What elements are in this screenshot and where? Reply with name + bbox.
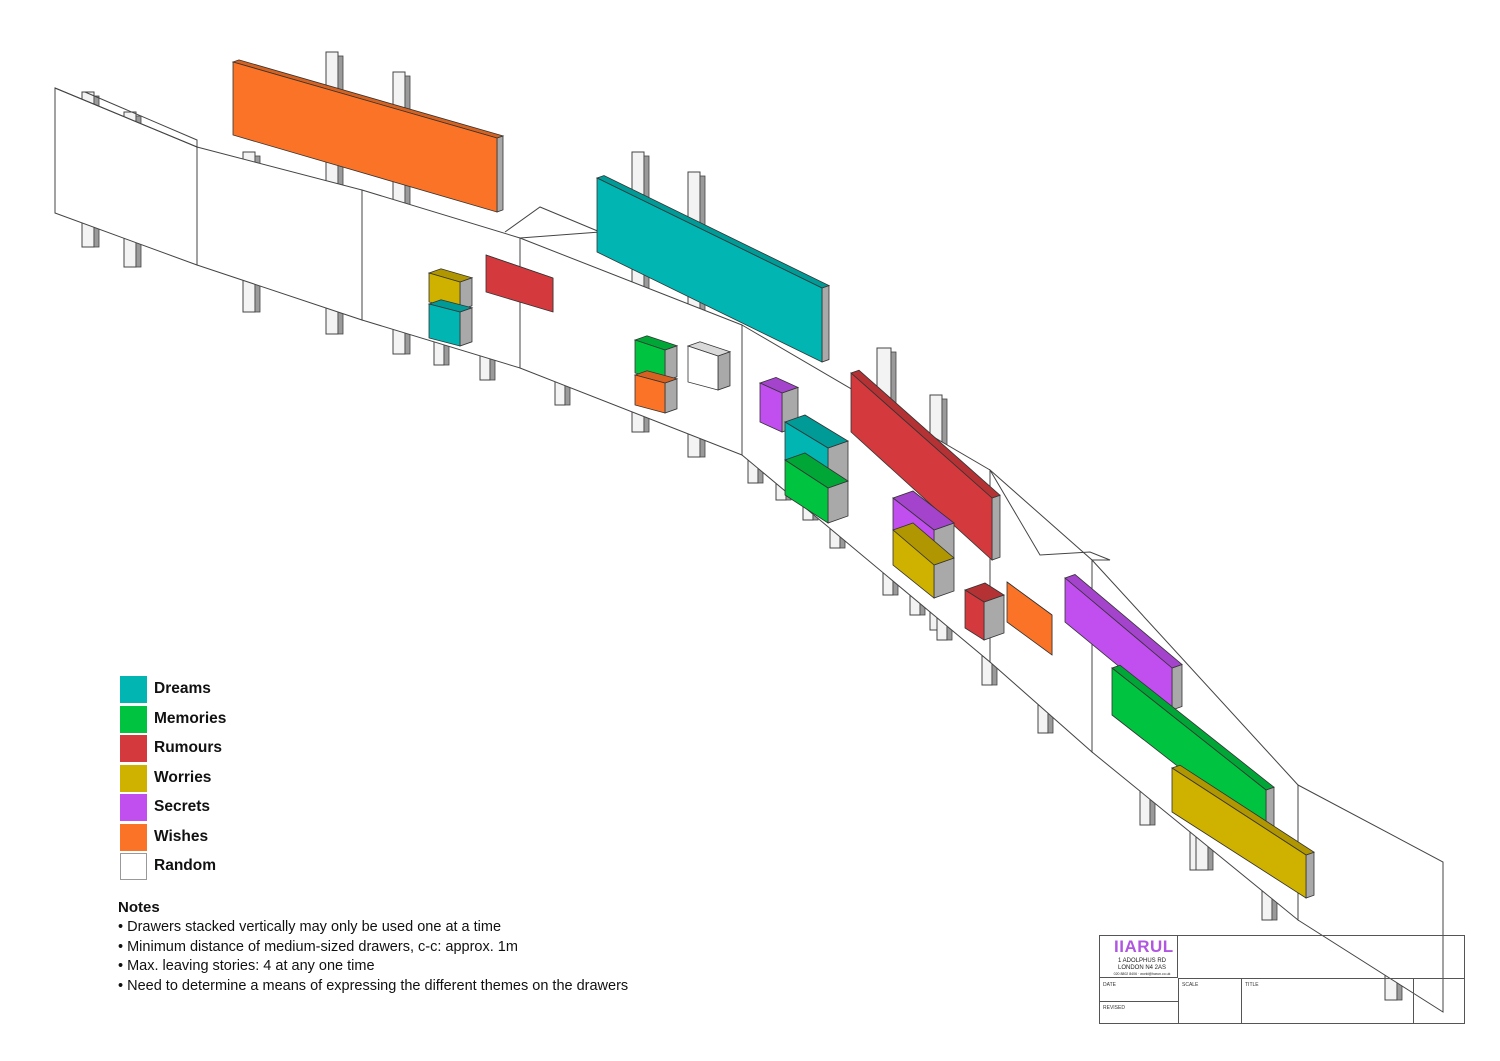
legend-label-random: Random xyxy=(154,857,216,874)
panel-edge xyxy=(989,469,1111,561)
legend-swatch-rumours xyxy=(120,735,147,762)
title-block-divider xyxy=(1178,978,1465,979)
drawer-worries-side xyxy=(1305,851,1315,899)
title-label: TITLE xyxy=(1245,982,1259,988)
drawer-memories xyxy=(784,459,829,524)
legend-label-rumours: Rumours xyxy=(154,739,223,756)
scale-label: SCALE xyxy=(1182,982,1199,988)
title-block-divider xyxy=(1178,978,1179,1024)
drawer-rumours xyxy=(850,372,993,561)
drawer-wishes-side xyxy=(496,135,504,213)
drawer-rumours-side xyxy=(983,594,1005,641)
title-block-logo-cell: IIARUL 1 ADOLPHUS RD LONDON N4 2AS 020 8… xyxy=(1100,936,1178,978)
title-block-divider xyxy=(1413,978,1414,1024)
note-line: • Drawers stacked vertically may only be… xyxy=(118,919,502,935)
address-line-2: LONDON N4 2AS xyxy=(1117,964,1166,971)
drawer-rumours-side xyxy=(991,494,1001,561)
drawer-wishes-side xyxy=(664,378,678,414)
legend-label-secrets: Secrets xyxy=(154,798,211,815)
legend-swatch-wishes xyxy=(120,823,147,851)
drawer-wishes xyxy=(634,374,666,414)
legend-label-memories: Memories xyxy=(154,709,227,727)
drawer-dreams xyxy=(596,177,823,363)
drawer-rumours xyxy=(485,254,554,313)
company-logo: IIARUL xyxy=(1114,937,1174,956)
wall-panels xyxy=(54,87,1444,1013)
legend-swatch-random xyxy=(120,853,147,880)
legend-label-wishes: Wishes xyxy=(154,827,209,845)
revised-label: REVISED xyxy=(1103,1005,1125,1011)
company-address: 1 ADOLPHUS RD LONDON N4 2AS 020 8802 840… xyxy=(1108,958,1176,978)
drawer-wishes xyxy=(1006,581,1053,656)
legend-swatch-dreams xyxy=(120,676,147,703)
drawer-random xyxy=(687,345,719,391)
date-label: DATE xyxy=(1103,982,1116,988)
drawer-dreams xyxy=(428,303,461,347)
drawer-secrets-side xyxy=(1171,663,1183,711)
note-line: • Need to determine a means of expressin… xyxy=(118,977,629,994)
notes: Notes • Drawers stacked vertically may o… xyxy=(118,899,628,996)
drawer-secrets xyxy=(759,382,783,433)
legend-label-dreams: Dreams xyxy=(154,680,211,697)
note-line: • Max. leaving stories: 4 at any one tim… xyxy=(118,958,375,975)
notes-title: Notes xyxy=(118,899,160,916)
contact-line: 020 8802 8406 · world@harun.co.uk xyxy=(1113,972,1171,976)
legend-swatch-worries xyxy=(120,764,147,792)
legend-label-worries: Worries xyxy=(154,768,212,786)
drawer-worries xyxy=(1171,767,1307,899)
panel-edge xyxy=(54,87,198,148)
drawer-worries xyxy=(892,529,935,599)
panel-edge xyxy=(504,206,601,239)
drawer-wishes xyxy=(232,61,498,213)
title-block-divider xyxy=(1100,1001,1178,1002)
title-block: IIARUL 1 ADOLPHUS RD LONDON N4 2AS 020 8… xyxy=(1099,935,1465,1024)
address-line-1: 1 ADOLPHUS RD xyxy=(1117,958,1166,964)
note-line: • Minimum distance of medium-sized drawe… xyxy=(118,938,518,955)
drawer-random-side xyxy=(717,351,731,391)
drawers xyxy=(231,59,1315,899)
legend-swatch-secrets xyxy=(120,794,147,821)
drawer-rumours xyxy=(964,589,985,641)
drawer-dreams-side xyxy=(821,284,830,363)
title-block-divider xyxy=(1241,978,1242,1024)
drawer-dreams-side xyxy=(459,307,473,347)
legend-swatch-memories xyxy=(120,705,147,733)
